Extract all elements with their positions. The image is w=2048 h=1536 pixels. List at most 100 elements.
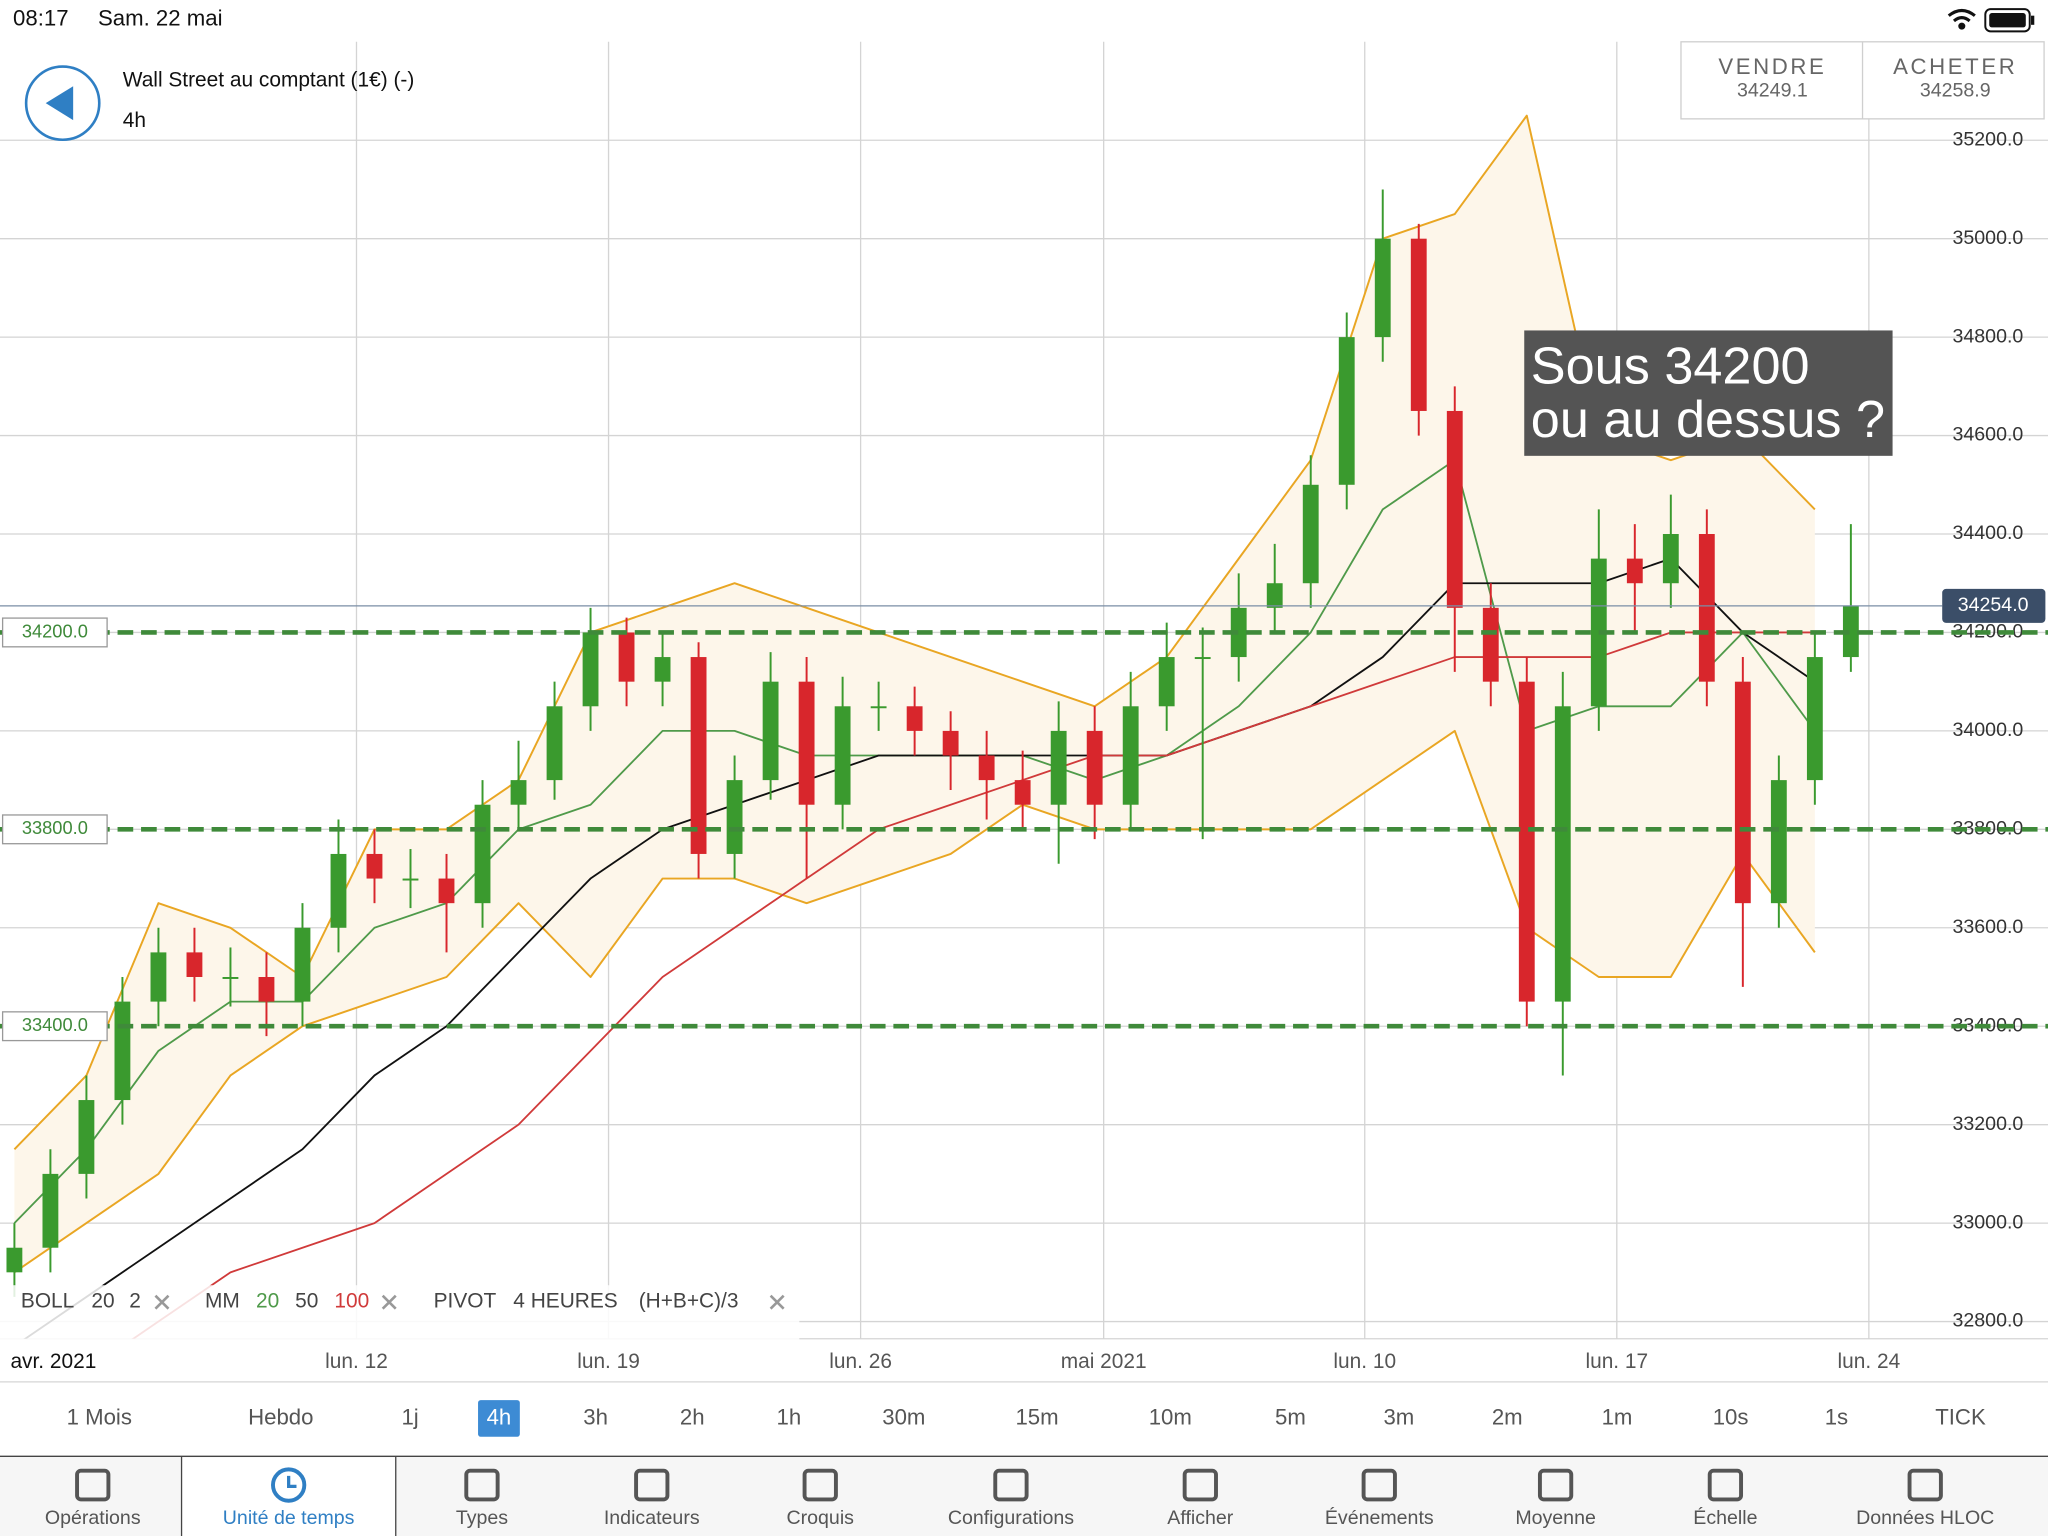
candle-body [330,853,347,928]
instrument-name: Wall Street au comptant (1€) (-) [123,68,415,91]
pivot-label-box [1,617,108,648]
toolbar-button[interactable]: Unité de temps [223,1467,355,1529]
timeframe-button[interactable]: TICK [1935,1404,1986,1429]
candle-body [1482,607,1499,682]
back-button[interactable] [24,65,101,142]
toolbar-button[interactable]: Croquis [787,1468,855,1529]
candle-body [798,681,815,805]
candle-body [1410,238,1427,411]
toolbar-button[interactable]: Opérations [45,1468,141,1529]
toolbar-button[interactable]: Échelle [1693,1468,1758,1529]
candle-body [870,706,887,709]
toolbar-icon [1707,1468,1744,1502]
annotation-line: Sous 34200 [1531,337,1810,395]
timeframe-button[interactable]: 5m [1275,1404,1306,1429]
timeframe-button[interactable]: Hebdo [248,1404,313,1429]
x-tick-label: lun. 12 [325,1350,388,1373]
overlay-layer: 32800.0 33000.0 33200.0 33400.0 33600.0 33800… [0,128,2048,1373]
y-tick-label: 34600.0 [1953,424,2024,446]
buy-label: ACHETER [1893,54,2017,79]
toolbar-button[interactable]: Indicateurs [604,1468,700,1529]
timeframe-button[interactable]: 15m [1015,1404,1058,1429]
candle-body [618,632,635,682]
moving-average [131,631,1815,1339]
candle-body [1698,534,1715,682]
candle-body [1086,730,1103,805]
timeframe-label: 15m [1015,1404,1058,1429]
toolbar-label: Configurations [948,1507,1074,1529]
toolbar-label: Indicateurs [604,1507,700,1529]
sell-price: 34249.1 [1737,80,1808,102]
timeframe-button[interactable]: 1 Mois [67,1404,132,1429]
indicator-param: 100 [334,1290,369,1313]
last-price-label: 34254.0 [1958,594,2029,616]
toolbar-label: Unité de temps [223,1507,355,1529]
candle-body [1230,607,1247,658]
timeframe-button[interactable]: 10s [1713,1404,1749,1429]
last-price-box [1942,588,2046,623]
candle-body [690,657,707,854]
toolbar-label: Afficher [1167,1507,1233,1529]
timeframe-button[interactable]: 1h [777,1404,802,1429]
pivot-label-box [1,814,108,845]
candle-body [150,952,167,1002]
candle-body [978,755,995,781]
x-tick-label: lun. 17 [1585,1350,1648,1373]
candle-body [114,1001,131,1101]
indicator-param: 20 [91,1290,114,1313]
timeframe-label: 5m [1275,1404,1306,1429]
toolbar-button[interactable]: Configurations [948,1468,1074,1529]
buy-button[interactable]: ACHETER 34258.9 [1893,54,2017,102]
toolbar-label: Moyenne [1515,1507,1596,1529]
candle-body [6,1247,23,1273]
timeframe-button[interactable]: 1s [1825,1404,1848,1429]
candle-body [1518,681,1535,1002]
timeframe-button[interactable]: 3h [583,1404,608,1429]
timeframe-button[interactable]: 2m [1492,1404,1523,1429]
toolbar-button[interactable]: Moyenne [1515,1468,1596,1529]
y-tick-label: 35200.0 [1953,128,2024,150]
timeframe-button[interactable]: 4h [478,1400,520,1437]
toolbar-icon [464,1468,500,1502]
timeframe-label: 10m [1149,1404,1192,1429]
timeframe-label: 2h [680,1404,705,1429]
toolbar-button[interactable]: Données HLOC [1856,1468,1994,1529]
candle-body [1338,337,1355,485]
timeframe-label: 3h [583,1404,608,1429]
toolbar-icon [271,1467,307,1503]
timeframe-label: 1m [1602,1404,1633,1429]
timeframe-button[interactable]: 2h [680,1404,705,1429]
y-tick-label: 33600.0 [1953,916,2024,938]
indicator-name: MM [205,1290,240,1313]
toolbar-button[interactable]: Afficher [1167,1468,1234,1529]
timeframe-button[interactable]: 30m [882,1404,925,1429]
timeframe-button[interactable]: 10m [1149,1404,1192,1429]
x-tick-label: mai 2021 [1061,1350,1147,1373]
timeframe-button[interactable]: 1m [1602,1404,1633,1429]
x-tick-label: lun. 10 [1333,1350,1396,1373]
x-tick-label: lun. 24 [1838,1350,1901,1373]
remove-indicator[interactable] [381,1294,397,1310]
timeframe-button[interactable]: 1j [401,1404,418,1429]
timeframe-label: 4h [487,1404,512,1429]
candle-body [258,976,275,1002]
candle-body [1302,484,1319,584]
indicator-legend: BOLL 20 2 MM 20 50 100 PIVOT 4 HEURES (H… [21,1290,739,1313]
candle-body [510,780,527,805]
indicator-param: 20 [256,1290,279,1313]
timeframe-button[interactable]: 3m [1383,1404,1414,1429]
toolbar-button[interactable]: Événements [1325,1468,1434,1529]
status-time: 08:17 [13,5,69,30]
y-tick-label: 34800.0 [1953,325,2024,347]
toolbar-icon [634,1468,670,1502]
bollinger-upper [13,114,1816,1150]
y-tick-label: 33000.0 [1953,1211,2024,1233]
toolbar-button[interactable]: Types [456,1468,508,1529]
sell-label: VENDRE [1718,54,1826,79]
timeframe-label: 1j [401,1404,418,1429]
toolbar: Opérations Unité de temps Types Indicateurs… [45,1456,1994,1536]
pivot-label-box [1,1011,108,1042]
remove-indicator[interactable] [154,1294,170,1310]
remove-indicator[interactable] [769,1294,785,1310]
sell-button[interactable]: VENDRE 34249.1 [1718,54,1826,102]
